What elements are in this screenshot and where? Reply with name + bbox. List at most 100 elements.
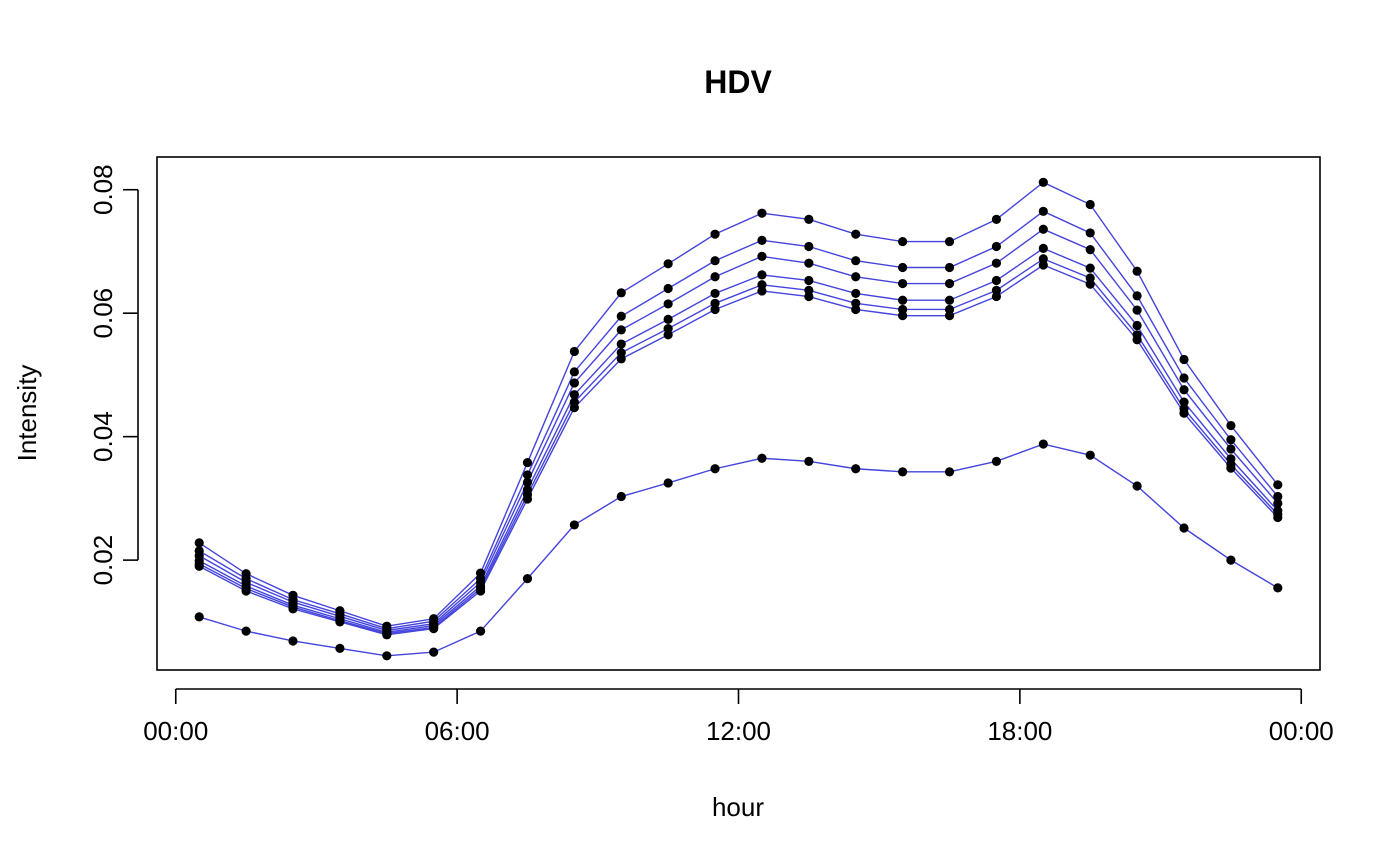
y-tick-label: 0.04 — [88, 411, 118, 462]
data-point — [1038, 206, 1048, 216]
series-line-3 — [198, 228, 1279, 632]
data-point — [1226, 463, 1236, 473]
data-point — [475, 626, 486, 636]
data-point — [898, 311, 908, 321]
data-point — [288, 636, 298, 646]
data-point — [335, 617, 345, 627]
data-point — [991, 241, 1002, 252]
data-point — [569, 346, 579, 357]
data-point — [944, 295, 955, 305]
data-point — [991, 214, 1002, 224]
data-point — [898, 236, 908, 247]
x-tick-label: 12:00 — [706, 716, 771, 746]
series-line-2 — [198, 210, 1279, 630]
data-point — [1179, 397, 1189, 407]
y-axis-title: Intensity — [12, 365, 42, 462]
data-point — [944, 311, 955, 321]
data-point — [991, 291, 1002, 302]
data-point — [382, 651, 392, 661]
data-point — [194, 561, 204, 571]
data-point — [991, 258, 1002, 268]
data-point — [851, 229, 861, 239]
data-point — [1226, 420, 1236, 431]
data-point — [1179, 385, 1189, 395]
data-point — [1273, 512, 1283, 523]
data-point — [1132, 305, 1142, 315]
x-tick-label: 06:00 — [425, 716, 490, 746]
data-point — [944, 262, 955, 273]
data-point — [1132, 320, 1142, 331]
data-point — [335, 643, 345, 653]
data-point — [757, 270, 767, 280]
data-point — [710, 464, 720, 474]
data-point — [194, 538, 204, 548]
data-point — [1085, 244, 1095, 255]
data-point — [804, 241, 814, 252]
data-point — [241, 586, 251, 596]
data-point — [944, 236, 955, 247]
data-point — [616, 288, 626, 298]
data-point — [616, 491, 626, 502]
data-point — [663, 478, 673, 488]
data-point — [616, 339, 626, 349]
data-point — [1085, 279, 1095, 289]
data-point — [710, 304, 720, 315]
data-point — [991, 456, 1002, 466]
data-point — [710, 272, 720, 282]
data-point — [569, 403, 579, 413]
data-point — [1132, 335, 1142, 345]
x-tick-label: 00:00 — [1269, 716, 1334, 746]
y-axis: 0.02 0.04 0.06 0.08 — [88, 164, 139, 585]
data-point — [1226, 435, 1236, 445]
data-point — [522, 477, 533, 487]
data-point — [851, 272, 861, 282]
series-line-1 — [198, 181, 1279, 627]
plot-box — [156, 156, 1321, 671]
data-point — [851, 256, 861, 266]
data-point — [475, 586, 486, 596]
data-point — [522, 470, 533, 480]
data-point — [241, 626, 251, 636]
data-point — [569, 520, 579, 530]
data-point — [757, 286, 767, 296]
series-line-4 — [198, 247, 1279, 634]
x-axis-title: hour — [712, 792, 764, 822]
data-point — [429, 647, 439, 657]
chart-title: HDV — [704, 64, 772, 100]
data-point — [288, 604, 298, 614]
data-point — [1273, 491, 1283, 502]
data-point — [898, 467, 908, 477]
data-point — [710, 229, 720, 239]
data-point — [1038, 243, 1048, 253]
data-point — [804, 291, 814, 302]
data-point — [898, 262, 908, 273]
data-point — [1226, 444, 1236, 454]
data-point — [1085, 199, 1095, 210]
data-point — [1085, 228, 1095, 238]
series-line-6 — [198, 264, 1279, 636]
data-point — [616, 325, 626, 335]
data-point — [757, 235, 767, 245]
data-point — [898, 278, 908, 289]
data-point — [1273, 498, 1283, 508]
data-point — [804, 275, 814, 286]
data-point — [1179, 373, 1189, 383]
data-point — [616, 354, 626, 364]
data-point — [944, 467, 955, 477]
data-point — [1038, 177, 1048, 187]
data-point — [1179, 408, 1189, 418]
data-point — [663, 299, 673, 309]
data-point — [663, 283, 673, 294]
data-point — [757, 453, 767, 463]
data-point — [1085, 450, 1095, 460]
data-point — [663, 259, 673, 269]
series-line-5 — [198, 258, 1279, 635]
data-point — [851, 304, 861, 315]
data-point — [569, 390, 579, 400]
data-point — [1038, 260, 1048, 270]
data-point — [898, 295, 908, 305]
data-point — [757, 251, 767, 261]
data-point — [429, 624, 439, 634]
data-point — [382, 630, 392, 640]
